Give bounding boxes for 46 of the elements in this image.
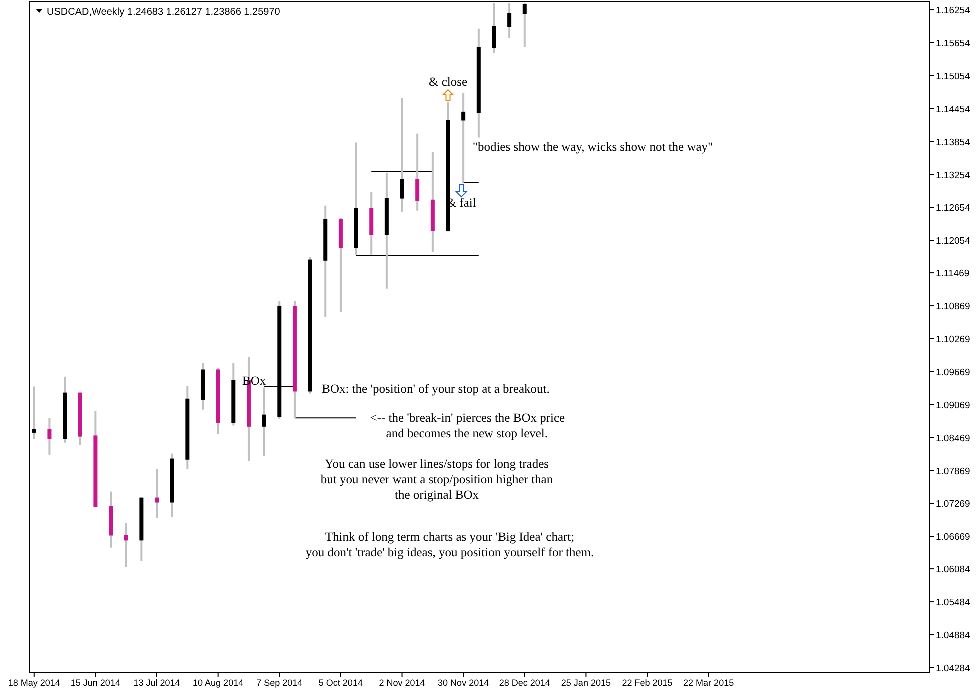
annotation: "bodies show the way, wicks show not the way" bbox=[472, 140, 714, 154]
candlestick bbox=[32, 386, 36, 440]
y-tick-label: 1.10269 bbox=[936, 334, 970, 346]
y-tick-label: 1.04284 bbox=[936, 663, 970, 674]
candlestick bbox=[416, 132, 420, 212]
y-tick-label: 1.11469 bbox=[936, 268, 970, 280]
x-tick-label: 22 Feb 2015 bbox=[622, 678, 673, 688]
candlestick bbox=[155, 468, 160, 520]
y-tick-label: 1.15654 bbox=[936, 38, 970, 50]
y-tick-label: 1.09669 bbox=[936, 367, 970, 378]
y-tick-label: 1.13854 bbox=[936, 137, 970, 148]
y-tick-label: 1.14454 bbox=[936, 104, 970, 116]
y-tick-label: 1.16254 bbox=[936, 5, 970, 16]
x-tick-label: 2 Nov 2014 bbox=[379, 678, 426, 688]
y-tick-label: 1.04884 bbox=[936, 630, 970, 642]
y-tick-label: 1.07869 bbox=[936, 466, 970, 478]
x-tick-label: 18 May 2014 bbox=[8, 678, 60, 688]
y-tick-label: 1.06669 bbox=[936, 532, 970, 544]
annotation: You can use lower lines/stops for long trades but you never want a stop/position higher than the original BOx bbox=[320, 457, 554, 502]
candlestick bbox=[48, 417, 52, 456]
x-tick-label: 15 Jun 2014 bbox=[70, 678, 120, 688]
annotation: & close bbox=[428, 75, 468, 89]
candlestick bbox=[124, 522, 128, 568]
x-tick-label: 7 Sep 2014 bbox=[256, 678, 303, 688]
y-tick-label: 1.12654 bbox=[936, 203, 970, 214]
y-tick-label: 1.08469 bbox=[936, 433, 970, 444]
x-tick-label: 30 Nov 2014 bbox=[438, 678, 490, 688]
y-tick-label: 1.05484 bbox=[936, 597, 970, 608]
x-tick-label: 10 Aug 2014 bbox=[193, 678, 244, 688]
annotation: <-- the 'break-in' pierces the BOx price and becomes the new stop level. bbox=[370, 411, 566, 440]
x-tick-label: 28 Dec 2014 bbox=[499, 678, 550, 688]
annotation: BOx bbox=[242, 374, 267, 388]
y-tick-label: 1.10869 bbox=[936, 301, 970, 312]
x-tick-label: 25 Jan 2015 bbox=[561, 678, 611, 688]
x-tick-label: 5 Oct 2014 bbox=[318, 678, 363, 688]
y-tick-label: 1.12054 bbox=[936, 236, 970, 248]
annotation: BOx: the 'position' of your stop at a breakout. bbox=[322, 382, 550, 396]
x-tick-label: 22 Mar 2015 bbox=[684, 678, 734, 688]
annotation: Think of long term charts as your 'Big Idea' chart; you don't 'trade' big ideas, you position yourself for them. bbox=[306, 530, 594, 560]
y-tick-label: 1.15054 bbox=[936, 71, 970, 82]
y-tick-label: 1.07269 bbox=[936, 499, 970, 510]
y-tick-label: 1.13254 bbox=[936, 170, 970, 182]
y-tick-label: 1.09069 bbox=[936, 400, 970, 412]
text: USDCAD,Weekly 1.24683 1.26127 1.23866 1.25970 bbox=[47, 7, 281, 18]
y-tick-label: 1.06084 bbox=[936, 564, 970, 576]
x-tick-label: 13 Jul 2014 bbox=[134, 678, 180, 688]
